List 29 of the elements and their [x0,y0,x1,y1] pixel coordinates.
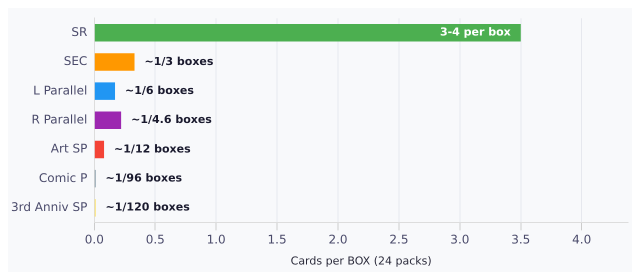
data-label: ~1/3 boxes [144,54,214,68]
y-tick-label: 3rd Anniv SP [11,200,88,214]
data-label: ~1/120 boxes [106,200,190,214]
data-label: ~1/12 boxes [114,142,192,156]
data-label: ~1/96 boxes [106,172,183,184]
bar [94,53,135,71]
x-tick-label: 3.5 [511,232,530,247]
x-tick-label: 0.5 [146,232,165,247]
y-tick-label: SR [71,24,88,39]
y-tick-label: Comic P [38,170,88,185]
data-label: ~1/4.6 boxes [131,113,212,126]
x-tick-label: 2.5 [389,232,408,247]
x-tick-label: 4.0 [572,232,592,247]
x-tick-label: 3.0 [450,232,470,247]
y-tick-label: SEC [64,54,88,68]
y-tick-label: R Parallel [31,112,88,126]
x-tick-label: 1.0 [206,232,226,247]
data-label: 3-4 per box [440,26,511,39]
data-label: ~1/6 boxes [125,84,194,97]
bar [94,82,116,100]
x-axis-title: Cards per BOX (24 packs) [290,254,432,268]
x-tick-label: 1.5 [268,232,287,247]
bar [94,112,122,130]
bar [94,24,521,42]
bar [94,140,104,158]
y-tick-label: L Parallel [33,83,88,98]
y-tick-label: Art SP [50,142,88,156]
x-tick-label: 0.0 [84,232,104,247]
x-tick-label: 2.0 [328,232,348,247]
